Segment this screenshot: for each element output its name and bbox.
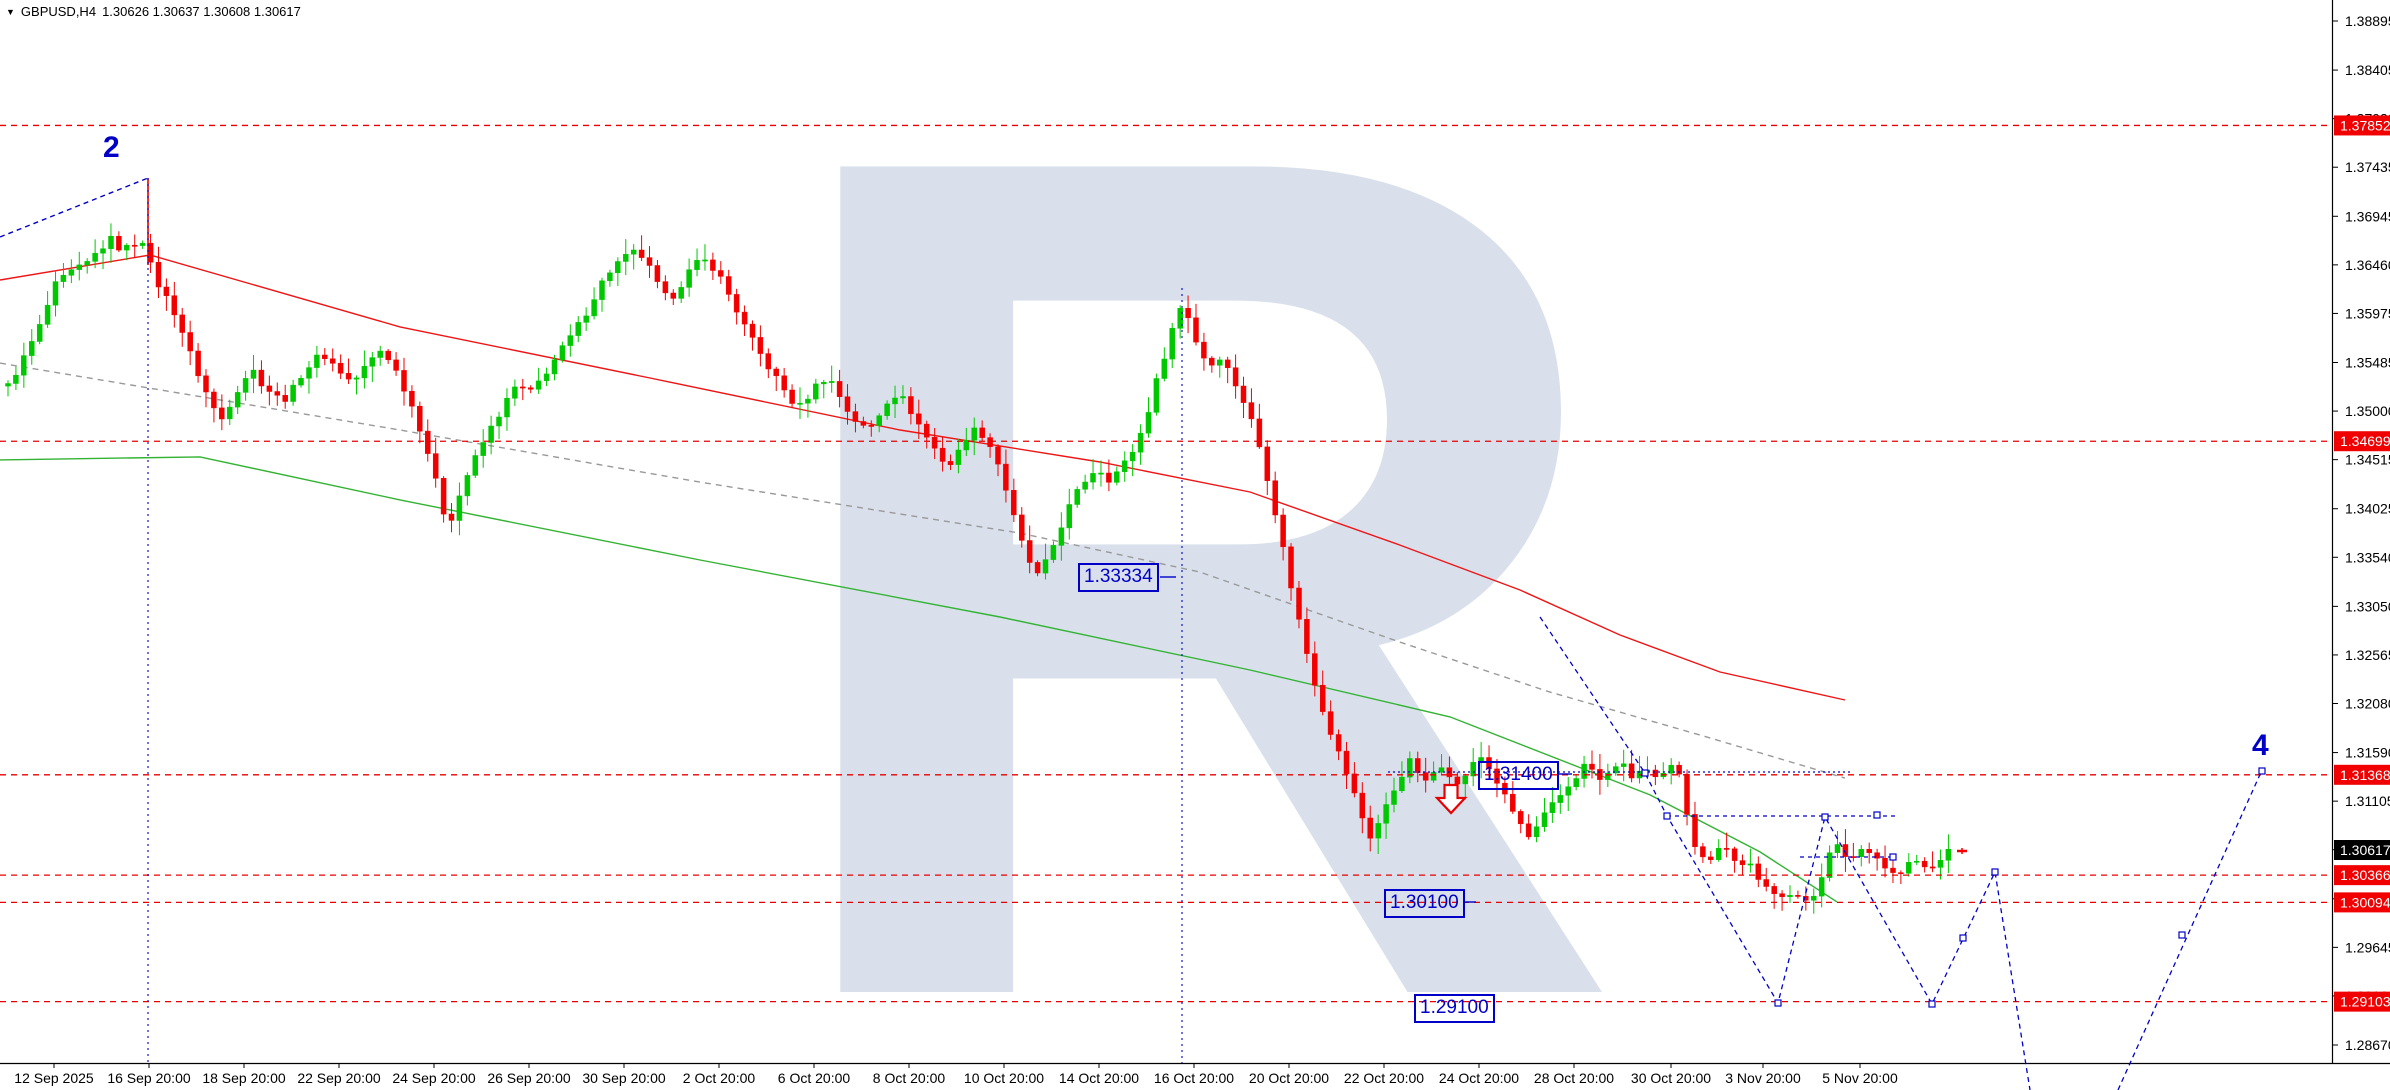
svg-text:1.31590: 1.31590 (2345, 745, 2390, 761)
wave-node-handle (1959, 934, 1967, 942)
watermark-letter: R (760, 0, 1627, 1090)
svg-text:10 Oct 20:00: 10 Oct 20:00 (964, 1070, 1044, 1086)
wave-node-handle (1991, 868, 1999, 876)
wave-node-handle (1889, 853, 1897, 861)
svg-text:1.32565: 1.32565 (2345, 647, 2390, 663)
price-target-label-1.30100[interactable]: 1.30100 (1384, 889, 1465, 918)
ohlc-quote: 1.30626 1.30637 1.30608 1.30617 (102, 4, 301, 19)
svg-text:16 Sep 20:00: 16 Sep 20:00 (107, 1070, 191, 1086)
svg-text:22 Sep 20:00: 22 Sep 20:00 (297, 1070, 381, 1086)
wave-node-handle (1928, 1000, 1936, 1008)
svg-text:6 Oct 20:00: 6 Oct 20:00 (778, 1070, 851, 1086)
elliott-wave-4-label[interactable]: 4 (2252, 729, 2269, 762)
wave-node-handle (1821, 813, 1829, 821)
svg-text:2 Oct 20:00: 2 Oct 20:00 (683, 1070, 756, 1086)
svg-text:12 Sep 2025: 12 Sep 2025 (14, 1070, 94, 1086)
svg-text:1.35975: 1.35975 (2345, 305, 2390, 321)
svg-text:1.32080: 1.32080 (2345, 695, 2390, 711)
level-lines[interactable]: 1.37852 1.34699 1.31368 1.30366 1.30094 1.291… (0, 115, 2390, 1012)
svg-text:1.30094: 1.30094 (2340, 894, 2390, 910)
price-target-label-1.31400[interactable]: 1.31400 (1478, 761, 1559, 790)
svg-text:1.29103: 1.29103 (2340, 994, 2390, 1010)
svg-text:1.29645: 1.29645 (2345, 939, 2390, 955)
chevron-down-icon[interactable]: ▼ (6, 6, 15, 17)
svg-text:24 Oct 20:00: 24 Oct 20:00 (1439, 1070, 1519, 1086)
svg-text:14 Oct 20:00: 14 Oct 20:00 (1059, 1070, 1139, 1086)
moving-averages (0, 254, 1846, 903)
price-target-label-1.29100[interactable]: 1.29100 (1414, 994, 1495, 1023)
wave-node-handle (2258, 767, 2266, 775)
svg-text:1.36945: 1.36945 (2345, 208, 2390, 224)
symbol-label: GBPUSD,H4 (20, 4, 97, 19)
svg-text:1.37435: 1.37435 (2345, 159, 2390, 175)
svg-text:18 Sep 20:00: 18 Sep 20:00 (202, 1070, 286, 1086)
svg-text:1.36460: 1.36460 (2345, 257, 2390, 273)
wave-node-handle (1774, 999, 1782, 1007)
svg-text:24 Sep 20:00: 24 Sep 20:00 (392, 1070, 476, 1086)
wave-node-handle (1641, 769, 1649, 777)
svg-text:1.35000: 1.35000 (2345, 403, 2390, 419)
elliott-wave-2-label[interactable]: 2 (103, 131, 120, 164)
svg-text:1.34025: 1.34025 (2345, 501, 2390, 517)
time-axis[interactable]: 12 Sep 2025 16 Sep 20:00 18 Sep 20:00 22 Se… (14, 1063, 1898, 1086)
wave-node-handle (2178, 931, 2186, 939)
svg-text:1.33540: 1.33540 (2345, 549, 2390, 565)
svg-text:1.35485: 1.35485 (2345, 355, 2390, 371)
svg-text:26 Sep 20:00: 26 Sep 20:00 (487, 1070, 571, 1086)
svg-text:1.30366: 1.30366 (2340, 867, 2390, 883)
svg-text:3 Nov 20:00: 3 Nov 20:00 (1725, 1070, 1801, 1086)
svg-text:1.38405: 1.38405 (2345, 62, 2390, 78)
wave-node-handle (1663, 812, 1671, 820)
symbol-title: ▼ GBPUSD,H4 1.30626 1.30637 1.30608 1.30… (6, 4, 301, 19)
svg-text:1.37852: 1.37852 (2340, 117, 2390, 133)
svg-text:1.31105: 1.31105 (2345, 793, 2390, 809)
svg-text:1.31368: 1.31368 (2340, 767, 2390, 783)
wave-annotations[interactable] (0, 177, 2266, 1090)
svg-text:1.30617: 1.30617 (2340, 842, 2390, 858)
svg-text:20 Oct 20:00: 20 Oct 20:00 (1249, 1070, 1329, 1086)
svg-text:1.38895: 1.38895 (2345, 13, 2390, 29)
svg-text:28 Oct 20:00: 28 Oct 20:00 (1534, 1070, 1614, 1086)
svg-text:30 Oct 20:00: 30 Oct 20:00 (1631, 1070, 1711, 1086)
wave-node-handle (1873, 811, 1881, 819)
svg-text:16 Oct 20:00: 16 Oct 20:00 (1154, 1070, 1234, 1086)
svg-text:30 Sep 20:00: 30 Sep 20:00 (582, 1070, 666, 1086)
candles (5, 223, 1952, 914)
svg-text:R: R (760, 0, 1627, 1090)
svg-text:1.28670: 1.28670 (2345, 1037, 2390, 1053)
svg-text:5 Nov 20:00: 5 Nov 20:00 (1822, 1070, 1898, 1086)
svg-text:1.34699: 1.34699 (2340, 433, 2390, 449)
sell-signal-arrow-icon[interactable] (1434, 783, 1468, 815)
svg-text:1.33050: 1.33050 (2345, 598, 2390, 614)
svg-text:22 Oct 20:00: 22 Oct 20:00 (1344, 1070, 1424, 1086)
svg-text:1.34515: 1.34515 (2345, 452, 2390, 468)
price-target-label-1.33334[interactable]: 1.33334 (1078, 563, 1159, 592)
svg-text:8 Oct 20:00: 8 Oct 20:00 (873, 1070, 946, 1086)
